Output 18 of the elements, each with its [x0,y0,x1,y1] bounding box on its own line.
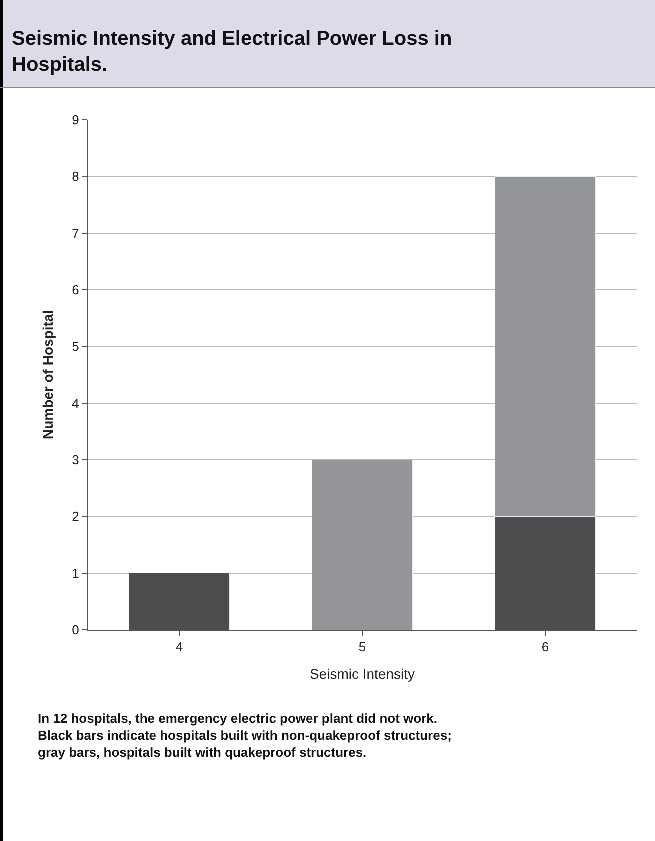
x-tick-label: 6 [542,640,550,655]
y-tick-label: 4 [72,396,80,411]
y-tick-label: 1 [72,566,80,581]
bar [312,460,414,630]
y-tick-label: 6 [72,282,80,298]
y-tick-label: 2 [72,509,80,524]
y-tick-label: 8 [72,169,80,184]
chart-title: Seismic Intensity and Electrical Power Loss in Hospitals. [12,28,452,76]
y-axis-title: Number of Hospital [40,310,56,440]
x-tick-label: 5 [358,640,366,655]
y-tick-label: 5 [72,339,80,354]
y-tick-label: 0 [72,622,80,638]
text: In 12 hospitals, the emergency electric power plant did not work. Black bars indicate hospitals built with non-quakeproof structures; gray bars, hospitals built with quakeproof structures. [38,711,452,760]
y-tick-label: 9 [72,112,80,128]
x-tick-label: 4 [176,640,184,655]
y-tick-label: 3 [72,452,80,468]
x-axis-title: Seismic Intensity [310,666,416,682]
y-tick-label: 7 [72,226,80,241]
